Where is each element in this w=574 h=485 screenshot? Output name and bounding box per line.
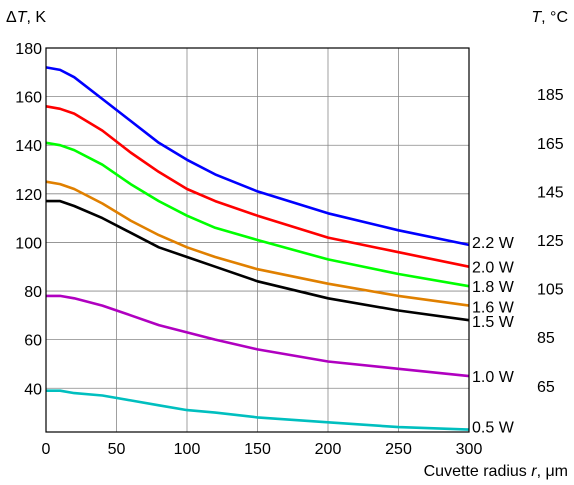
right-y-tick-label: 125 xyxy=(537,233,564,250)
y-tick-label: 160 xyxy=(15,90,42,107)
right-y-tick-label: 85 xyxy=(537,330,555,347)
y-tick-label: 40 xyxy=(24,381,42,398)
y-axis-title: ΔT, K xyxy=(6,9,46,26)
grid xyxy=(46,48,469,432)
series-line-0-5-w xyxy=(46,389,470,431)
series-label: 1.6 W xyxy=(472,300,515,317)
x-tick-label: 0 xyxy=(42,441,51,458)
x-tick-label: 250 xyxy=(385,441,412,458)
y-tick-label: 140 xyxy=(15,138,42,155)
series-labels: 2.2 W 2.0 W 1.8 W 1.6 W1.5 W 1.0 W 0.5 W xyxy=(472,235,515,437)
y-tick-label: 80 xyxy=(24,284,42,301)
series-line-1-8-w xyxy=(45,141,470,288)
x-axis-title: Cuvette radius r, μm xyxy=(424,463,568,480)
series-label: 1.5 W xyxy=(472,314,515,331)
series-label: 1.8 W xyxy=(472,279,515,296)
series-label: 0.5 W xyxy=(472,420,515,437)
right-y-tick-label: 185 xyxy=(537,87,564,104)
series-line-1-5-w xyxy=(46,199,470,322)
y-tick-label: 180 xyxy=(15,41,42,58)
x-tick-label: 100 xyxy=(174,441,201,458)
right-y-tick-label: 165 xyxy=(537,136,564,153)
series-line-1-0-w xyxy=(46,294,470,378)
right-y-tick-label: 105 xyxy=(537,282,564,299)
series-label: 2.2 W xyxy=(472,235,515,252)
right-y-tick-label: 145 xyxy=(537,184,564,201)
y-tick-label: 120 xyxy=(15,187,42,204)
series-line-2-2-w xyxy=(45,66,470,247)
y-tick-label: 100 xyxy=(15,235,42,252)
series-label: 1.0 W xyxy=(472,369,515,386)
x-tick-label: 50 xyxy=(108,441,126,458)
series-label: 2.0 W xyxy=(472,260,515,277)
tick-labels: 0 50 100 150 200 250 300 40 60 80 100 120 140 160 180 6… xyxy=(15,41,564,458)
series-line-2-0-w xyxy=(45,105,470,268)
right-y-tick-label: 65 xyxy=(537,379,555,396)
x-tick-label: 200 xyxy=(315,441,342,458)
y-tick-label: 60 xyxy=(24,333,42,350)
x-tick-label: 150 xyxy=(244,441,271,458)
right-axis-title: T, °C xyxy=(531,9,568,26)
series-lines xyxy=(45,66,470,431)
x-tick-label: 300 xyxy=(456,441,483,458)
series-line-1-6-w xyxy=(45,180,470,307)
plot-frame xyxy=(45,47,470,433)
